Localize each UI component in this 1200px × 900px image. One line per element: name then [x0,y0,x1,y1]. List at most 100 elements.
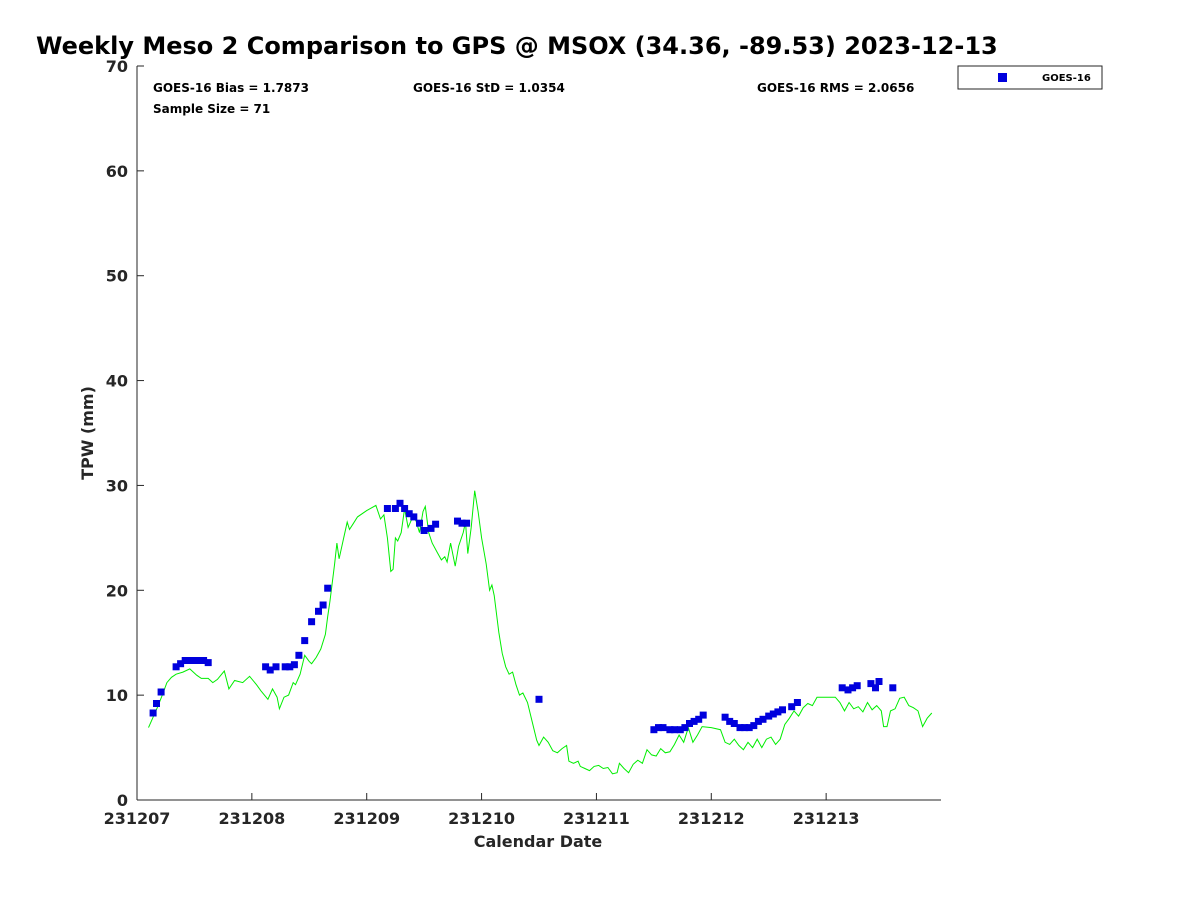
std-stat: GOES-16 StD = 1.0354 [413,81,565,95]
x-tick-label: 231213 [793,809,860,828]
goes16-data-point [281,663,289,671]
y-tick-label: 30 [106,476,128,495]
x-tick-label: 231210 [448,809,515,828]
goes16-data-point [195,657,203,664]
goes16-data-point [788,703,796,711]
goes16-data-point [659,724,667,732]
goes16-data-point [695,715,703,723]
goes16-data-point [754,717,762,725]
goes16-data-point [779,706,786,714]
y-tick-label: 70 [106,57,128,76]
x-tick-label: 231208 [218,809,285,828]
y-tick-label: 20 [106,581,128,600]
goes16-data-point [867,680,875,688]
goes16-data-point [432,520,440,528]
y-axis-label: TPW (mm) [78,386,97,480]
goes16-data-point [315,607,322,615]
legend-box [957,65,1103,90]
goes16-data-point [745,724,753,732]
goes16-data-point [190,657,198,664]
goes16-data-point [177,660,185,668]
goes16-data-point [726,717,734,725]
x-tick-label: 231212 [678,809,745,828]
y-tick-label: 10 [106,686,128,705]
goes16-data-point [535,695,543,703]
goes16-data-point [849,684,857,692]
goes16-data-point [301,637,309,645]
y-tick-label: 0 [117,791,128,810]
goes16-data-point [272,663,280,671]
goes16-data-point [319,601,327,609]
goes16-data-point [699,711,707,719]
goes16-data-point [681,724,689,732]
goes16-data-point [153,700,160,707]
legend: GOES-16 [957,65,1103,90]
goes16-data-point [741,724,749,732]
y-tick-label: 40 [106,372,128,391]
goes16-data-point [889,684,897,692]
goes16-data-point [853,682,861,690]
goes16-data-point [463,519,471,527]
bias-stat: GOES-16 Bias = 1.7873 [153,81,309,95]
goes16-data-point [401,505,409,512]
goes16-data-point [262,663,270,671]
goes16-data-point [391,505,399,512]
goes16-data-point [157,688,165,696]
gps-series-layer [148,490,933,775]
goes16-data-point [721,713,729,721]
goes16-data-point [690,717,698,725]
x-tick-label: 231211 [563,809,630,828]
goes16-data-point [686,720,693,727]
goes16-data-point [308,618,316,626]
goes16-data-point [793,699,801,706]
goes16-data-point [200,657,208,664]
x-tick-label: 231209 [333,809,400,828]
goes16-data-point [324,584,332,592]
goes16-data-point [405,510,413,518]
goes16-data-point [655,724,662,732]
goes16-data-point [186,657,194,664]
goes16-data-point [838,684,846,692]
goes16-points-layer [149,499,897,734]
goes16-data-point [295,651,303,659]
goes16-data-point [410,513,418,521]
goes16-data-point [759,715,767,723]
goes16-data-point [290,661,298,669]
goes16-data-point [671,726,678,734]
goes16-data-point [872,684,879,692]
goes16-data-point [774,708,782,716]
x-axis-ticks: 231207 231208 231209 231210 231211 231212 2312… [104,793,860,828]
goes16-data-point [266,666,274,674]
x-tick-label: 231207 [104,809,171,828]
goes16-data-point [666,726,674,734]
goes16-data-point [844,686,852,694]
legend-swatch-goes16 [998,73,1007,82]
goes16-data-point [383,505,391,512]
goes16-data-point [172,663,180,671]
gps-tpw-line [148,490,933,775]
goes16-data-point [650,726,658,734]
goes16-data-point [204,659,212,667]
goes16-data-point [676,726,684,734]
legend-label-goes16: GOES-16 [1042,73,1091,84]
goes16-data-point [149,709,157,717]
goes16-data-point [427,524,435,532]
sample-size-stat: Sample Size = 71 [153,102,270,116]
goes16-data-point [458,519,466,527]
goes16-data-point [416,519,423,527]
goes16-data-point [750,722,758,730]
goes16-data-point [875,678,883,685]
goes16-data-point [730,720,738,727]
goes16-data-point [181,657,189,664]
x-axis-label: Calendar Date [474,832,603,851]
chart-title: Weekly Meso 2 Comparison to GPS @ MSOX (… [36,32,998,60]
y-tick-label: 50 [106,267,128,286]
goes16-data-point [396,499,404,507]
goes16-data-point [765,712,773,720]
goes16-data-point [769,710,777,718]
goes16-data-point [736,724,744,732]
goes16-data-point [420,527,428,534]
y-tick-label: 60 [106,162,128,181]
y-axis-ticks: 0 10 20 30 40 50 60 70 [106,57,144,810]
